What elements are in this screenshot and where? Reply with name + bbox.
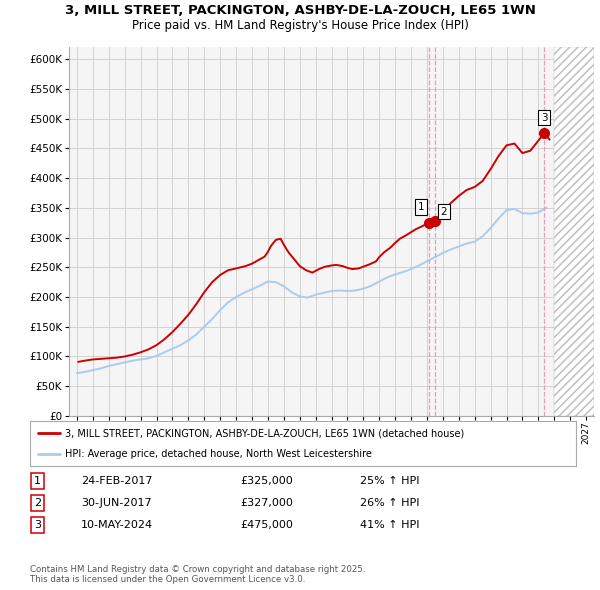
Text: 26% ↑ HPI: 26% ↑ HPI <box>360 498 419 507</box>
Text: 1: 1 <box>34 476 41 486</box>
Text: 2: 2 <box>440 206 447 217</box>
Text: HPI: Average price, detached house, North West Leicestershire: HPI: Average price, detached house, Nort… <box>65 450 373 459</box>
Text: 10-MAY-2024: 10-MAY-2024 <box>81 520 153 530</box>
Text: 2: 2 <box>34 498 41 507</box>
Text: £325,000: £325,000 <box>240 476 293 486</box>
Text: 3: 3 <box>541 113 547 123</box>
Text: 3, MILL STREET, PACKINGTON, ASHBY-DE-LA-ZOUCH, LE65 1WN (detached house): 3, MILL STREET, PACKINGTON, ASHBY-DE-LA-… <box>65 428 465 438</box>
Text: Contains HM Land Registry data © Crown copyright and database right 2025.
This d: Contains HM Land Registry data © Crown c… <box>30 565 365 584</box>
Text: Price paid vs. HM Land Registry's House Price Index (HPI): Price paid vs. HM Land Registry's House … <box>131 19 469 32</box>
Text: 3: 3 <box>34 520 41 530</box>
Text: 25% ↑ HPI: 25% ↑ HPI <box>360 476 419 486</box>
Text: £327,000: £327,000 <box>240 498 293 507</box>
Text: 41% ↑ HPI: 41% ↑ HPI <box>360 520 419 530</box>
Text: £475,000: £475,000 <box>240 520 293 530</box>
Text: 3, MILL STREET, PACKINGTON, ASHBY-DE-LA-ZOUCH, LE65 1WN: 3, MILL STREET, PACKINGTON, ASHBY-DE-LA-… <box>65 4 535 17</box>
Text: 24-FEB-2017: 24-FEB-2017 <box>81 476 152 486</box>
Text: 1: 1 <box>418 202 424 212</box>
Text: 30-JUN-2017: 30-JUN-2017 <box>81 498 152 507</box>
